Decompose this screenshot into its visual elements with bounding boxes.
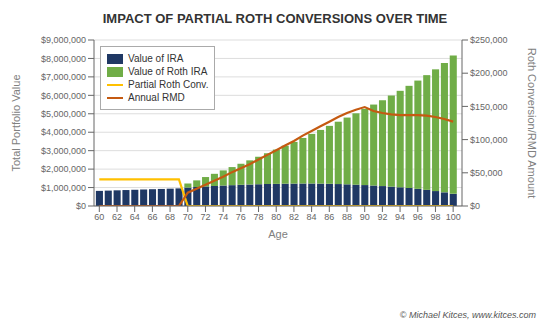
svg-text:Roth Conversion/RMD Amount: Roth Conversion/RMD Amount — [526, 48, 538, 198]
svg-text:$1,000,000: $1,000,000 — [41, 183, 86, 193]
svg-text:Total Portfolio Value: Total Portfolio Value — [10, 74, 22, 171]
html-text:Partial Roth Conv.: Partial Roth Conv. — [128, 79, 209, 90]
svg-text:$8,000,000: $8,000,000 — [41, 54, 86, 64]
svg-text:70: 70 — [183, 212, 193, 222]
svg-text:$250,000: $250,000 — [470, 35, 508, 45]
html-text:IMPACT OF PARTIAL ROTH CONVERS: IMPACT OF PARTIAL ROTH CONVERSIONS OVER … — [102, 11, 448, 26]
svg-text:$200,000: $200,000 — [470, 68, 508, 78]
svg-text:86: 86 — [324, 212, 334, 222]
svg-text:92: 92 — [377, 212, 387, 222]
svg-text:$4,000,000: $4,000,000 — [41, 127, 86, 137]
svg-text:94: 94 — [395, 212, 405, 222]
svg-text:60: 60 — [94, 212, 104, 222]
svg-text:$0: $0 — [470, 201, 480, 211]
svg-text:98: 98 — [430, 212, 440, 222]
html-text:Annual RMD: Annual RMD — [128, 92, 185, 103]
svg-text:100: 100 — [446, 212, 461, 222]
svg-text:96: 96 — [413, 212, 423, 222]
svg-text:80: 80 — [271, 212, 281, 222]
svg-text:90: 90 — [360, 212, 370, 222]
svg-text:74: 74 — [218, 212, 228, 222]
svg-text:$50,000: $50,000 — [470, 168, 503, 178]
svg-text:$100,000: $100,000 — [470, 135, 508, 145]
svg-text:$5,000,000: $5,000,000 — [41, 109, 86, 119]
svg-text:64: 64 — [130, 212, 140, 222]
svg-text:72: 72 — [200, 212, 210, 222]
html-text:© Michael Kitces, www.kitces.c: © Michael Kitces, www.kitces.com — [399, 310, 536, 320]
svg-text:84: 84 — [307, 212, 317, 222]
svg-text:82: 82 — [289, 212, 299, 222]
svg-text:$3,000,000: $3,000,000 — [41, 146, 86, 156]
svg-text:Age: Age — [268, 228, 288, 240]
svg-text:$7,000,000: $7,000,000 — [41, 72, 86, 82]
svg-text:66: 66 — [147, 212, 157, 222]
svg-text:$6,000,000: $6,000,000 — [41, 91, 86, 101]
svg-text:$9,000,000: $9,000,000 — [41, 35, 86, 45]
svg-text:$150,000: $150,000 — [470, 102, 508, 112]
html-text:Value of Roth IRA: Value of Roth IRA — [128, 66, 208, 77]
svg-text:68: 68 — [165, 212, 175, 222]
svg-text:78: 78 — [254, 212, 264, 222]
svg-text:$0: $0 — [76, 201, 86, 211]
svg-text:88: 88 — [342, 212, 352, 222]
svg-text:$2,000,000: $2,000,000 — [41, 164, 86, 174]
html-text:Value of IRA: Value of IRA — [128, 53, 184, 64]
svg-text:62: 62 — [112, 212, 122, 222]
svg-text:76: 76 — [236, 212, 246, 222]
